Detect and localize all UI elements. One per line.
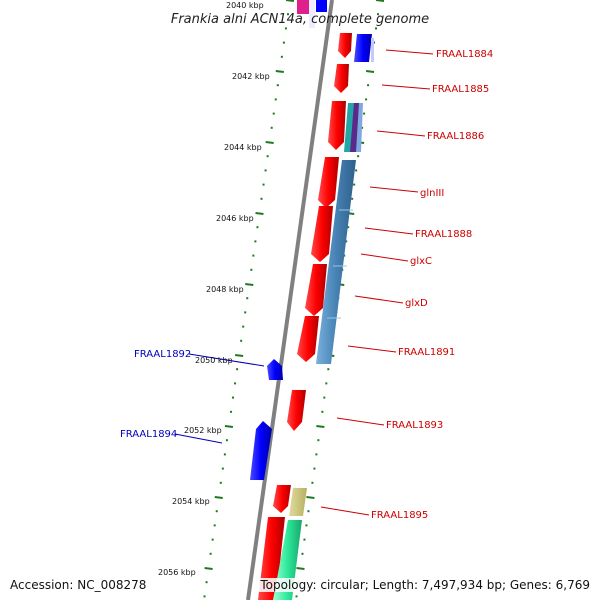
gene-glxd xyxy=(297,316,319,362)
tick-mark xyxy=(275,70,284,73)
tick-mark xyxy=(224,425,234,428)
gene-olive xyxy=(289,488,307,516)
kbp-label: 2046 kbp xyxy=(216,214,254,223)
gene-steel-block xyxy=(316,160,356,364)
tick-mark xyxy=(316,425,325,428)
outer-tick-ring xyxy=(203,0,295,598)
tick-mark xyxy=(296,567,305,570)
accession-text: Accession: NC_008278 xyxy=(8,578,149,592)
gene-fraal1894 xyxy=(250,421,272,480)
tick-mark xyxy=(204,567,213,570)
gene-glniii xyxy=(318,157,339,208)
kbp-label: 2056 kbp xyxy=(158,568,196,577)
tick-mark xyxy=(255,212,264,215)
gene-fraal1886 xyxy=(328,101,346,150)
gene-fraal1888 xyxy=(311,206,333,262)
gene-fraal1886-blue xyxy=(356,103,363,152)
kbp-label: 2054 kbp xyxy=(172,497,210,506)
gene-label: glxC xyxy=(410,256,432,267)
reverse-genes xyxy=(250,359,283,480)
kbp-label: 2044 kbp xyxy=(224,143,262,152)
kbp-label: 2048 kbp xyxy=(206,285,244,294)
tick-mark xyxy=(234,354,244,357)
tick-mark xyxy=(365,70,375,73)
gene-label: glxD xyxy=(405,298,428,309)
gene-label: glnIII xyxy=(420,188,444,199)
kbp-labels: 2040 kbp 2042 kbp 2044 kbp 2046 kbp 2048… xyxy=(158,1,270,577)
gene-fraal1884 xyxy=(338,33,352,58)
gene-fraal1895 xyxy=(273,485,291,513)
kbp-label: 2042 kbp xyxy=(232,72,270,81)
tick-mark xyxy=(306,496,315,499)
gene-label: FRAAL1888 xyxy=(415,229,472,240)
leader-lines xyxy=(174,49,434,516)
gene-labels-right: FRAAL1884 FRAAL1885 FRAAL1886 glnIII FRA… xyxy=(371,49,493,521)
map-title: Frankia alni ACN14a, complete genome xyxy=(171,12,429,27)
gene-top-blue xyxy=(316,0,327,12)
gene-top-pale xyxy=(309,0,315,28)
gene-label: FRAAL1884 xyxy=(436,49,493,60)
gene-fraal1884-blue xyxy=(354,34,372,62)
kbp-label: 2040 kbp xyxy=(226,1,264,10)
gene-fraal1884-blue-edge xyxy=(371,38,374,62)
gene-fraal1893 xyxy=(287,390,306,431)
gene-label: FRAAL1893 xyxy=(386,420,443,431)
topology-text: Topology: circular; Length: 7,497,934 bp… xyxy=(258,578,592,592)
kbp-label: 2050 kbp xyxy=(195,356,233,365)
gene-glxc xyxy=(305,264,327,316)
tick-mark xyxy=(375,0,385,2)
gene-fraal1885 xyxy=(334,64,349,93)
gene-label: FRAAL1894 xyxy=(120,429,177,440)
gene-fraal1892 xyxy=(267,359,283,380)
gene-label: FRAAL1886 xyxy=(427,131,484,142)
gene-label: FRAAL1892 xyxy=(134,349,191,360)
gene-top-magenta xyxy=(297,0,309,14)
gene-label: FRAAL1891 xyxy=(398,347,455,358)
tick-mark xyxy=(285,0,295,2)
kbp-label: 2052 kbp xyxy=(184,426,222,435)
backbone-line xyxy=(246,0,334,600)
tick-mark xyxy=(214,496,223,499)
gene-label: FRAAL1885 xyxy=(432,84,489,95)
tick-mark xyxy=(245,283,254,286)
tick-mark xyxy=(265,141,274,144)
forward-genes xyxy=(258,33,352,600)
gene-label: FRAAL1895 xyxy=(371,510,428,521)
gene-labels-left: FRAAL1892 FRAAL1894 xyxy=(120,349,191,440)
